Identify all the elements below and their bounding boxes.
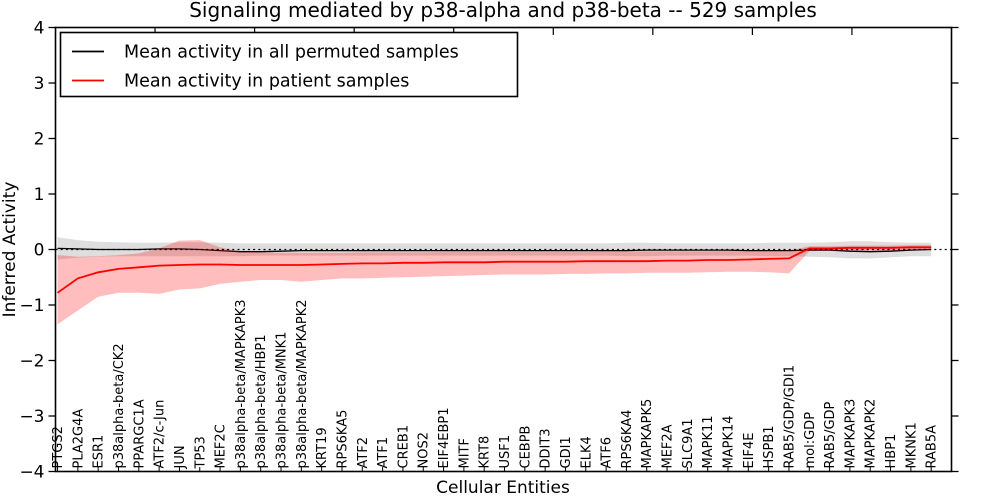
permuted-std-band — [57, 237, 932, 260]
y-axis-label: Inferred Activity — [0, 182, 20, 318]
x-tick-label: mol:GDP — [803, 412, 818, 469]
x-tick-label: CREB1 — [396, 425, 411, 469]
axis-ticks — [48, 26, 959, 473]
x-tick-label: p38alpha-beta/MNK1 — [275, 332, 290, 469]
x-tick-label: ELK4 — [579, 436, 594, 468]
permuted-mean-line — [57, 247, 932, 253]
x-tick-label: RPS6KA4 — [620, 410, 635, 469]
x-tick-label: p38alpha-beta/HBP1 — [254, 334, 269, 468]
y-tick-labels: 4 3 2 1 0 −1 −2 −3 −4 — [19, 19, 44, 483]
x-tick-label: DDIT3 — [539, 428, 554, 468]
x-tick-label: MEF2C — [214, 424, 229, 468]
x-tick-label: MITF — [457, 438, 472, 468]
x-tick-label: PPARGC1A — [132, 399, 147, 468]
x-tick-label: ATF2 — [356, 437, 371, 469]
x-tick-label: PLA2G4A — [71, 409, 86, 469]
y-tick-label: 2 — [34, 130, 45, 150]
x-tick-label: RAB5/GDP — [823, 401, 838, 468]
x-tick-label: HBP1 — [884, 434, 899, 469]
x-tick-label: NOS2 — [417, 432, 432, 468]
x-tick-label: USF1 — [498, 435, 513, 469]
confidence-bands — [56, 237, 932, 325]
x-tick-label: MAPK14 — [722, 415, 737, 468]
y-tick-label: −2 — [19, 352, 44, 372]
y-tick-label: −1 — [19, 296, 44, 316]
x-tick-label: RAB5/GDP/GDI1 — [783, 365, 798, 468]
x-tick-labels: PTGS2 PLA2G4A ESR1 p38alpha-beta/CK2 PPARGC1… — [51, 300, 940, 470]
y-tick-label: −3 — [19, 407, 44, 427]
x-tick-label: EIF4EBP1 — [437, 407, 452, 468]
x-tick-label: SLC9A1 — [681, 418, 696, 468]
chart-title: Signaling mediated by p38-alpha and p38-… — [189, 0, 817, 22]
x-tick-label: ATF6 — [600, 437, 615, 469]
x-tick-label: MAPKAPK2 — [864, 399, 879, 469]
x-tick-label: ATF1 — [376, 437, 391, 469]
x-tick-label: JUN — [173, 445, 188, 469]
x-tick-label: RPS6KA5 — [336, 410, 351, 469]
x-tick-label: GDI1 — [559, 436, 574, 468]
x-tick-label: EIF4E — [742, 432, 757, 468]
x-tick-label: KRT8 — [478, 436, 493, 469]
x-tick-label: MKNK1 — [904, 422, 919, 468]
x-tick-label: p38alpha-beta/MAPKAPK2 — [295, 300, 310, 469]
legend-label-patient: Mean activity in patient samples — [124, 72, 409, 92]
x-tick-label: p38alpha-beta/MAPKAPK3 — [234, 300, 249, 469]
x-tick-label: KRT19 — [315, 427, 330, 468]
x-tick-label: RAB5A — [925, 425, 940, 469]
y-tick-label: 4 — [34, 19, 45, 39]
x-tick-label: TP53 — [193, 436, 208, 469]
x-tick-label: p38alpha-beta/CK2 — [112, 343, 127, 468]
x-tick-label: MAPKAPK5 — [640, 399, 655, 469]
x-tick-label: HSPB1 — [762, 425, 777, 468]
x-tick-label: ESR1 — [92, 435, 107, 469]
y-tick-label: 0 — [34, 241, 45, 261]
y-tick-label: 3 — [34, 74, 45, 94]
x-tick-label: CEBPB — [518, 426, 533, 469]
legend: Mean activity in all permuted samples Me… — [59, 31, 519, 98]
y-tick-label: 1 — [34, 185, 45, 205]
legend-box — [59, 31, 519, 98]
x-axis-label: Cellular Entities — [436, 478, 570, 498]
patient-mean-line — [56, 246, 932, 294]
x-tick-label: ATF2/c-Jun — [153, 400, 168, 469]
x-tick-label: MAPK11 — [701, 415, 716, 468]
x-tick-label: MAPKAPK3 — [843, 399, 858, 469]
legend-label-permuted: Mean activity in all permuted samples — [124, 43, 459, 63]
y-tick-label: −4 — [19, 463, 44, 483]
x-tick-label: MEF2A — [661, 424, 676, 468]
patient-std-band — [57, 240, 932, 325]
x-tick-label: PTGS2 — [51, 426, 66, 468]
